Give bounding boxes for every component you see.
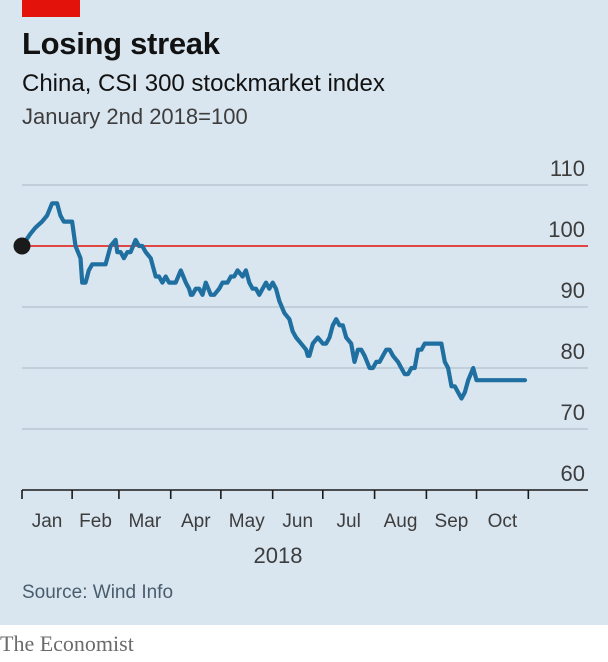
gridlines	[22, 184, 588, 491]
x-tick-label: Mar	[128, 511, 161, 532]
series-line	[19, 201, 528, 401]
y-tick-label: 90	[561, 278, 585, 303]
y-tick-labels: 110 100 90 80 70 60	[548, 156, 585, 486]
publisher-brand: The Economist	[0, 631, 134, 656]
x-tick-label: Feb	[79, 511, 112, 532]
x-tick-label: Sep	[435, 511, 469, 532]
y-tick-label: 100	[548, 217, 585, 242]
x-tick-label: Apr	[181, 511, 211, 532]
brand-red-tag	[22, 0, 80, 17]
chart-unit-label: January 2nd 2018=100	[22, 104, 248, 129]
x-tick-label: Aug	[384, 511, 418, 532]
chart-title: Losing streak	[22, 26, 220, 61]
y-tick-label: 80	[561, 339, 585, 364]
source-note: Source: Wind Info	[22, 582, 174, 603]
chart-subtitle: China, CSI 300 stockmarket index	[22, 70, 385, 97]
chart-panel	[0, 0, 608, 625]
y-tick-label: 60	[561, 461, 585, 486]
y-tick-label: 110	[550, 156, 585, 181]
x-tick-label: Jan	[32, 511, 63, 532]
x-tick-label: Jun	[282, 511, 313, 532]
x-tick-label: Jul	[337, 511, 361, 532]
year-label: 2018	[254, 543, 303, 568]
start-point-marker	[13, 237, 31, 255]
x-axis: Jan Feb Mar Apr May Jun Jul Aug Sep Oct	[21, 490, 530, 532]
y-tick-label: 70	[561, 400, 585, 425]
x-tick-label: Oct	[488, 511, 518, 532]
line-chart: 110 100 90 80 70 60 Jan Feb Mar Apr May Jun Jul Aug S…	[13, 156, 588, 568]
x-tick-label: May	[229, 511, 265, 532]
series-lines	[13, 201, 528, 401]
